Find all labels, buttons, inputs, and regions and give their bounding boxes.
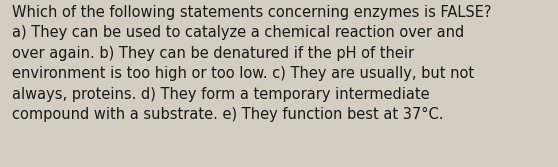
Text: Which of the following statements concerning enzymes is FALSE?
a) They can be us: Which of the following statements concer… (12, 5, 492, 122)
